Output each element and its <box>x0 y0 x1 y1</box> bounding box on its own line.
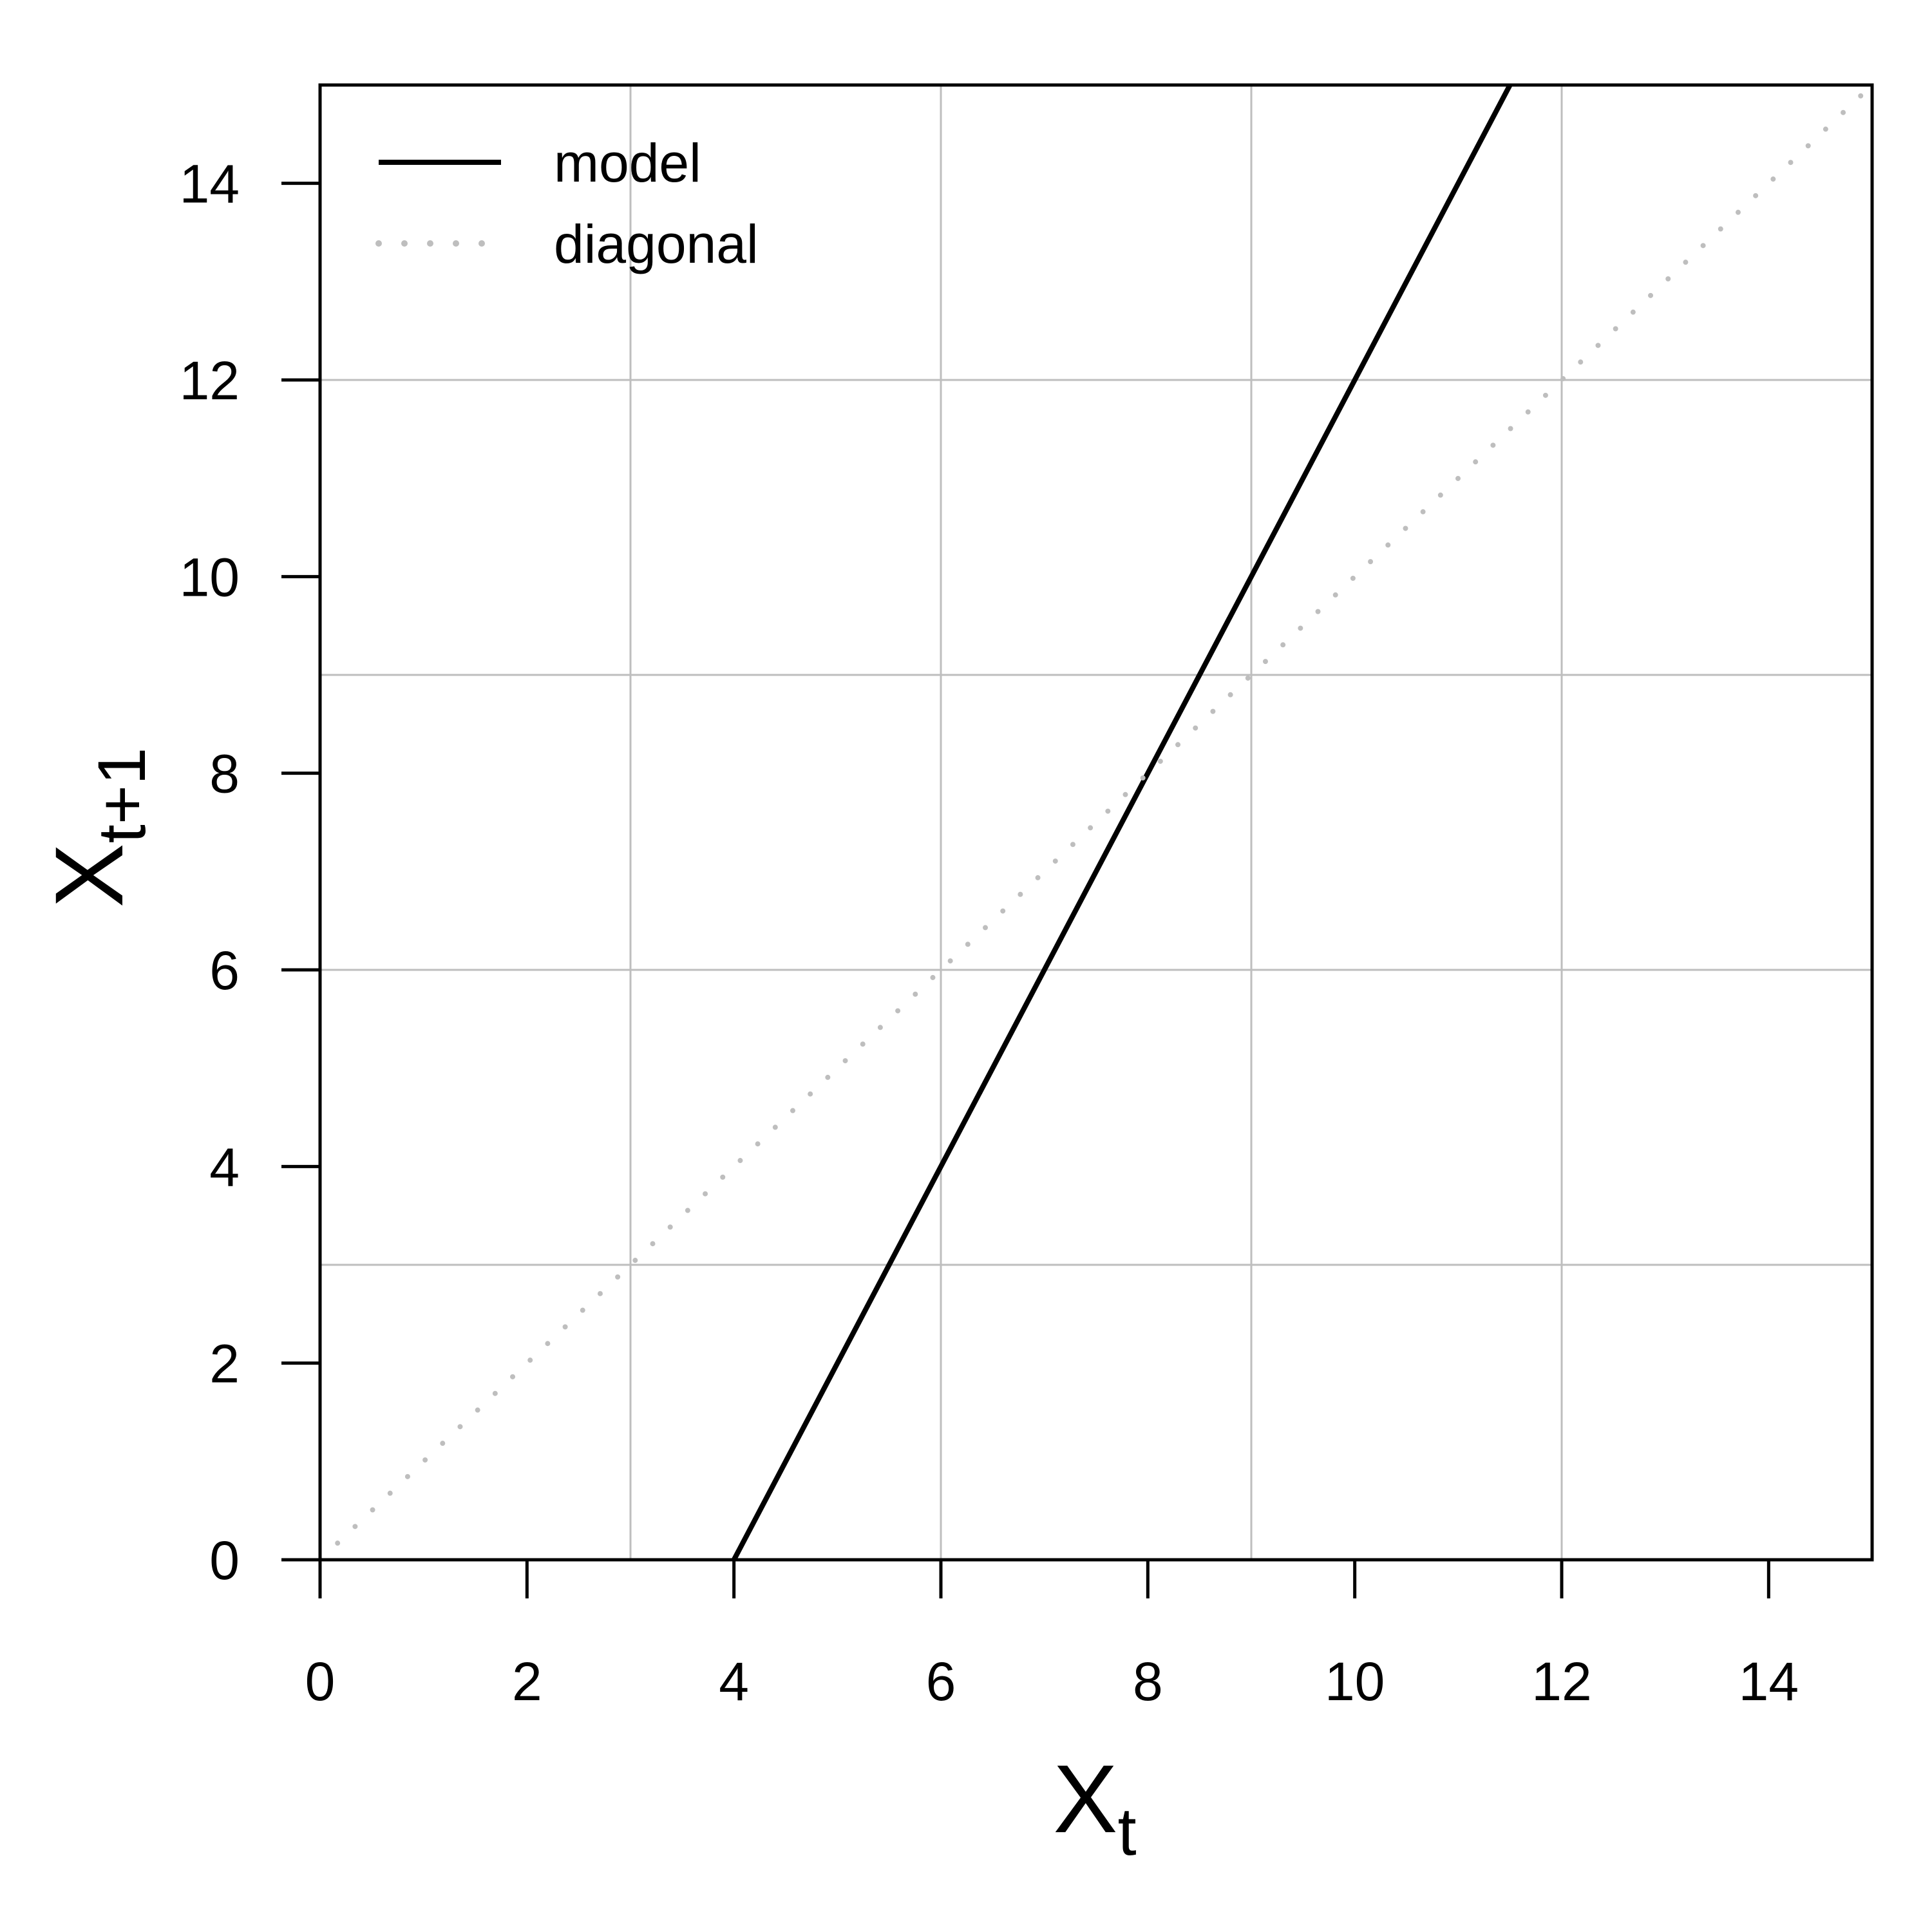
y-tick-label-8: 8 <box>209 744 240 804</box>
y-tick-label-14: 14 <box>180 154 240 214</box>
y-tick-label-6: 6 <box>209 940 240 1001</box>
series-layer <box>320 85 1872 1560</box>
axes: 0 2 4 6 8 10 12 14 0 2 4 6 8 10 12 14 <box>180 154 1799 1712</box>
y-axis-title-base: X <box>35 843 143 907</box>
legend-label-diagonal: diagonal <box>554 214 759 274</box>
legend-label-model: model <box>554 133 701 193</box>
grid <box>320 85 1872 1560</box>
series-line-diagonal <box>320 85 1872 1560</box>
x-tick-label-6: 6 <box>926 1651 956 1712</box>
y-tick-label-4: 4 <box>209 1137 240 1197</box>
x-tick-label-10: 10 <box>1325 1651 1385 1712</box>
x-tick-label-8: 8 <box>1133 1651 1163 1712</box>
x-tick-label-14: 14 <box>1739 1651 1799 1712</box>
x-tick-label-4: 4 <box>719 1651 749 1712</box>
x-axis-title-base: X <box>1053 1745 1117 1853</box>
y-tick-label-10: 10 <box>180 547 240 607</box>
x-axis-title-subscript: t <box>1117 1794 1136 1870</box>
x-tick-label-2: 2 <box>512 1651 542 1712</box>
legend: model diagonal <box>375 133 759 274</box>
y-tick-label-2: 2 <box>209 1334 240 1394</box>
y-tick-label-12: 12 <box>180 350 240 411</box>
x-axis-title: Xt <box>1053 1745 1136 1870</box>
x-tick-label-0: 0 <box>305 1651 336 1712</box>
y-axis-title: Xt+1 <box>35 748 160 908</box>
plot-frame <box>318 83 1874 1562</box>
series-line-model <box>732 85 1513 1560</box>
y-axis-title-subscript: t+1 <box>84 748 160 844</box>
x-tick-label-12: 12 <box>1531 1651 1591 1712</box>
y-tick-label-0: 0 <box>209 1530 240 1591</box>
